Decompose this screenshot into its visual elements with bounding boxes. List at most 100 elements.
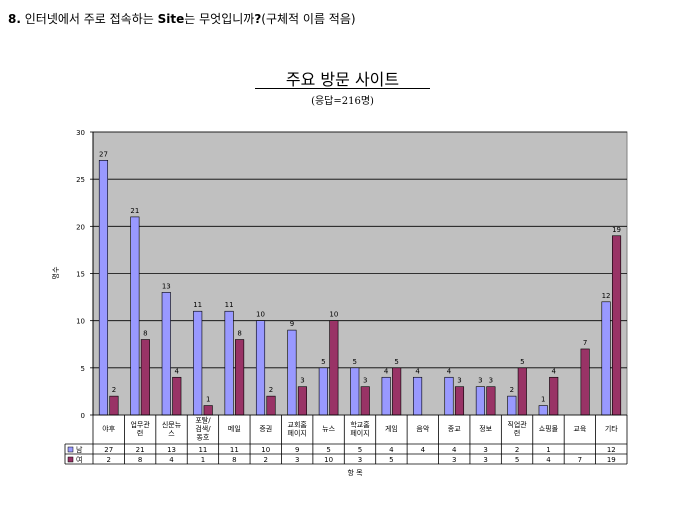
category-label: 페이지 [288,428,307,437]
data-label: 19 [612,226,621,234]
category-label: 음악 [416,425,429,433]
category-label: 정보 [479,424,492,433]
data-label: 3 [363,377,367,385]
bar-female [580,348,590,416]
data-label: 5 [520,358,524,366]
bar-male [475,386,485,416]
bar-female [140,339,150,416]
bar-female [172,376,182,416]
data-label: 8 [143,330,147,338]
question-text: 8. 인터넷에서 주로 접속하는 Site는 무엇입니까?(구체적 이름 적음) [8,10,356,27]
table-cell: 21 [136,446,145,454]
table-cell: 8 [232,456,236,464]
bar-male [318,367,328,416]
table-cell: 3 [295,456,299,464]
data-label: 2 [510,386,514,394]
table-cell: 9 [295,446,299,454]
bar-male [255,320,266,416]
table-cell: 27 [104,446,113,454]
table-cell: 3 [483,446,487,454]
data-label: 7 [583,339,587,347]
bar-female [235,339,245,416]
bar-male [287,329,297,416]
category-label: 스 [168,429,175,437]
bar-female [611,235,622,416]
category-label: 직업관 [507,420,527,429]
bar-male [193,310,203,416]
question-text-b: 는 무엇입니까 [184,12,255,26]
data-label: 10 [329,311,338,319]
table-cell: 5 [515,456,519,464]
table-cell: 3 [483,456,487,464]
question-text-a: 인터넷에서 주로 접속하는 [20,12,158,26]
y-tick-label: 10 [76,318,85,326]
data-label: 4 [551,367,556,375]
bar-male [444,376,454,416]
bar-male [161,292,171,416]
category-label: 련 [514,428,520,437]
bar-male [381,376,391,416]
bar-male [601,301,611,416]
bar-male [538,405,548,416]
data-label: 1 [541,396,545,404]
bar-male [413,376,423,416]
category-label: 동호 [196,434,209,442]
data-label: 3 [300,377,304,385]
legend-label: 여 [76,455,82,464]
table-cell: 10 [324,456,333,464]
data-label: 4 [175,367,180,375]
table-cell: 8 [138,456,142,464]
table-cell: 4 [421,446,426,454]
table-cell: 11 [198,446,207,454]
data-label: 21 [130,207,139,215]
category-label: 메일 [228,424,241,433]
table-cell: 2 [106,456,110,464]
data-label: 4 [447,367,452,375]
question-site: Site [157,12,185,26]
data-label: 9 [290,320,294,328]
data-label: 8 [237,330,241,338]
data-label: 1 [206,396,210,404]
y-tick-label: 20 [76,223,85,231]
bar-male [507,395,517,416]
bar-female [392,367,402,416]
data-label: 11 [193,301,202,309]
data-label: 11 [225,301,234,309]
category-label: 쇼핑몰 [539,424,559,433]
bar-female [517,367,527,416]
y-axis-label: 명수 [51,266,60,279]
category-label: 련 [137,428,143,437]
table-cell: 3 [452,456,456,464]
data-label: 2 [269,386,273,394]
chart-title: 주요 방문 사이트 [285,70,400,89]
table-cell: 11 [230,446,239,454]
question-text-c: (구체적 이름 적음) [261,12,356,26]
table-cell: 1 [546,446,550,454]
category-label: 뉴스 [322,425,335,433]
data-label: 4 [384,367,389,375]
bar-female [266,395,276,416]
bar-male [350,367,360,416]
y-tick-label: 25 [76,176,85,184]
data-label: 5 [321,358,325,366]
table-cell: 4 [389,446,394,454]
table-cell: 10 [261,446,270,454]
legend-key [67,446,74,453]
data-label: 12 [602,292,611,300]
bar-male [224,310,234,416]
bar-female [454,386,465,416]
table-cell: 13 [167,446,176,454]
table-cell: 4 [169,456,174,464]
table-cell: 12 [607,446,616,454]
category-label: 학교홈 [350,420,370,429]
x-axis-label: 항 목 [347,468,363,477]
bar-male [98,160,109,416]
category-label: 포탈/ [195,417,211,425]
data-label: 3 [489,377,493,385]
table-cell: 5 [358,446,362,454]
category-label: 증권 [259,425,272,433]
category-label: 기타 [605,424,618,433]
table-cell: 4 [452,446,457,454]
question-mark: ? [254,12,262,26]
